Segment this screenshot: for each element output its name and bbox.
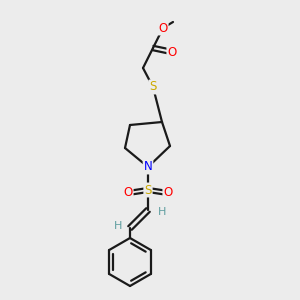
Text: H: H — [158, 207, 166, 217]
Text: O: O — [167, 46, 177, 59]
Text: O: O — [158, 22, 168, 34]
Text: S: S — [144, 184, 152, 196]
Text: O: O — [164, 187, 172, 200]
Text: S: S — [149, 80, 157, 94]
Text: H: H — [114, 221, 122, 231]
Text: O: O — [123, 187, 133, 200]
Text: N: N — [144, 160, 152, 173]
